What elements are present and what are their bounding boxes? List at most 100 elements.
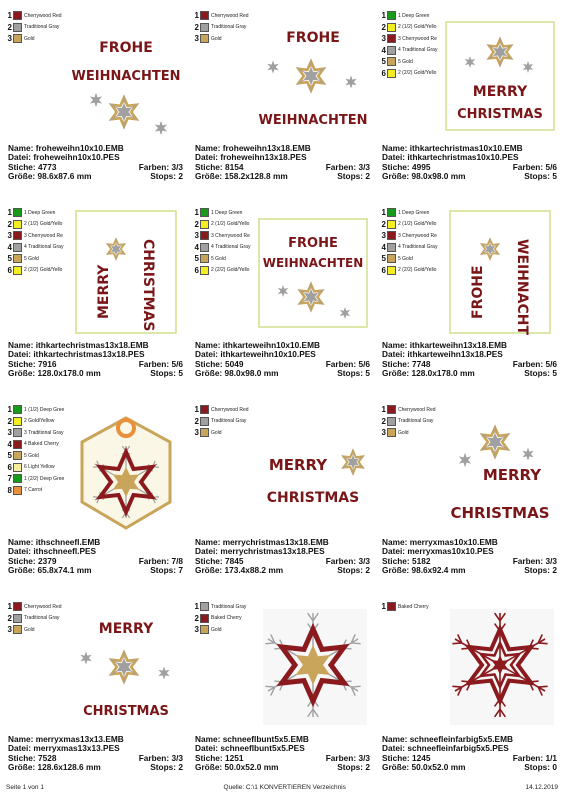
thread-label: 4 Traditional Gray (211, 244, 251, 251)
design-card: 1 1 (1/2) Deep Gree 2 2 Gold/Yellow 3 3 … (6, 400, 188, 597)
file-label: Datei: (382, 743, 406, 754)
thread-swatch (13, 405, 22, 415)
file-label: Datei: (8, 743, 32, 754)
thread-number: 7 (7, 474, 12, 484)
thread-label: 4 Traditional Gray (398, 47, 438, 54)
colors-label: Farben: (512, 555, 544, 566)
thread-number: 6 (381, 68, 386, 78)
thread-label: 3 Cherrywood Re (211, 232, 250, 239)
thread-number: 3 (7, 625, 12, 635)
stop-count: 7 (178, 564, 183, 575)
stops-label: Stops: (524, 170, 551, 181)
thread-number: 2 (194, 219, 199, 229)
stitch-count: 7845 (224, 555, 244, 566)
thread-legend-item: 4 4 Traditional Gray (193, 242, 263, 254)
thread-legend-item: 1 Baked Cherry (380, 601, 450, 613)
thread-number: 2 (194, 613, 199, 623)
thread-number: 1 (381, 11, 386, 21)
design-size: 173.4x88.2 mm (224, 564, 284, 575)
thread-label: Traditional Gray (211, 418, 247, 425)
size-label: Größe: (8, 564, 36, 575)
thread-swatch (387, 405, 396, 415)
thread-number: 1 (381, 208, 386, 218)
size-label: Größe: (8, 170, 36, 181)
svg-text:WEIHNACHTEN: WEIHNACHTEN (259, 113, 368, 128)
colors-label: Farben: (512, 161, 544, 172)
thread-number: 3 (194, 428, 199, 438)
page-footer: Seite 1 von 1 Quelle: C:\1 KONVERTIEREN … (6, 784, 558, 791)
thread-label: Gold (398, 429, 409, 436)
thread-label: Baked Cherry (398, 603, 429, 610)
thread-swatch (387, 45, 396, 55)
thread-number: 4 (381, 45, 386, 55)
size-label: Größe: (8, 761, 36, 772)
thread-legend-item: 1 1 Deep Green (380, 10, 450, 22)
design-preview: MERRY CHRISTMAS (450, 424, 550, 522)
thread-swatch (387, 265, 396, 275)
design-card: 1 1 Deep Green 2 2 (1/2) Gold/Yello 3 3 … (380, 6, 562, 203)
thread-number: 1 (381, 405, 386, 415)
colors-label: Farben: (138, 555, 170, 566)
thread-label: 2 (2/2) Gold/Yello (398, 267, 437, 274)
thread-label: 5 Gold (211, 255, 226, 262)
color-count: 5/6 (545, 161, 557, 172)
thread-swatch (200, 219, 209, 229)
thread-label: 5 Gold (24, 255, 39, 262)
design-card: 1 Cherrywood Red 2 Traditional Gray 3 Go… (6, 6, 188, 203)
name-label: Name: (382, 143, 408, 153)
stitch-count: 2379 (37, 555, 57, 566)
color-count: 3/3 (358, 752, 370, 763)
design-file: merryxmas13x13.PES (33, 743, 120, 754)
color-count: 1/1 (545, 752, 557, 763)
stitches-label: Stiche: (382, 161, 410, 172)
svg-text:CHRISTMAS: CHRISTMAS (140, 239, 156, 331)
color-count: 5/6 (545, 358, 557, 369)
thread-label: 2 (2/2) Gold/Yello (211, 267, 250, 274)
stitch-count: 5182 (411, 555, 431, 566)
file-label: Datei: (382, 152, 406, 163)
thread-legend-item: 2 2 (1/2) Gold/Yello (193, 219, 263, 231)
stitches-label: Stiche: (8, 161, 36, 172)
thread-swatch (387, 57, 396, 67)
file-label: Datei: (382, 546, 406, 557)
design-card: 1 Baked Cherry Name: schneefleinfarbig5x… (380, 597, 562, 794)
name-label: Name: (195, 143, 221, 153)
thread-legend-item: 2 Traditional Gray (380, 416, 450, 428)
thread-swatch (13, 231, 22, 241)
thread-legend-item: 3 3 Traditional Gray (6, 427, 76, 439)
design-file: merrychristmas13x18.PES (220, 546, 325, 557)
thread-number: 1 (7, 602, 12, 612)
print-date: 14.12.2019 (525, 784, 558, 791)
thread-number: 3 (194, 625, 199, 635)
stitch-count: 4773 (37, 161, 57, 172)
file-label: Datei: (382, 349, 406, 360)
size-label: Größe: (195, 367, 223, 378)
thread-number: 5 (7, 254, 12, 264)
thread-legend-item: 5 5 Gold (6, 253, 76, 265)
thread-swatch (387, 208, 396, 218)
design-card: 1 1 Deep Green 2 2 (1/2) Gold/Yello 3 3 … (6, 203, 188, 400)
thread-label: 1 (2/2) Deep Gree (24, 475, 65, 482)
thread-legend-item: 7 1 (2/2) Deep Gree (6, 473, 76, 485)
file-label: Datei: (195, 349, 219, 360)
stop-count: 5 (552, 170, 557, 181)
thread-swatch (13, 613, 22, 623)
design-file: schneefleinfarbig5x5.PES (407, 743, 509, 754)
thread-label: 4 Traditional Gray (24, 244, 64, 251)
size-label: Größe: (382, 761, 410, 772)
thread-label: 4 Traditional Gray (398, 244, 438, 251)
thread-legend: 1 1 Deep Green 2 2 (1/2) Gold/Yello 3 3 … (380, 207, 450, 276)
thread-swatch (387, 219, 396, 229)
design-preview (80, 416, 172, 530)
design-file: merryxmas10x10.PES (407, 546, 494, 557)
thread-number: 3 (194, 231, 199, 241)
stitches-label: Stiche: (382, 752, 410, 763)
thread-number: 3 (7, 34, 12, 44)
design-info: Name: merrychristmas13x18.EMB Datei: mer… (195, 537, 370, 575)
thread-label: 7 Carrot (24, 487, 43, 494)
stitch-count: 8154 (224, 161, 244, 172)
stitch-count: 7748 (411, 358, 431, 369)
thread-swatch (387, 22, 396, 32)
thread-legend: 1 Cherrywood Red 2 Traditional Gray 3 Go… (6, 10, 76, 45)
svg-text:MERRY: MERRY (483, 466, 542, 484)
